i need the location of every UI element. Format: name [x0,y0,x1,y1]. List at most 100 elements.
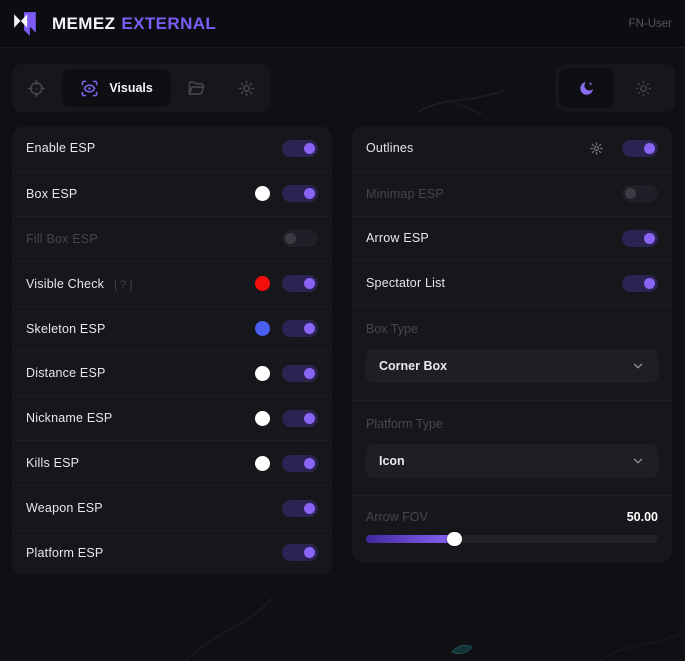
weapon-esp-toggle[interactable] [282,499,318,517]
tab-settings[interactable] [221,64,271,112]
esp-settings-panel: Enable ESP Box ESP Fill Box ESP Visible Che… [12,126,332,575]
tab-configs[interactable] [171,64,221,112]
slider-handle[interactable] [446,532,462,546]
setting-row-arrow-esp: Arrow ESP [352,215,672,261]
arrow-fov-value: 50.00 [626,510,658,524]
box-type-group: Box Type Corner Box [352,305,672,400]
gear-icon [238,80,255,96]
memez-logo-icon [14,11,36,36]
platform-type-label: Platform Type [366,417,443,431]
toggle-knob [285,233,296,245]
setting-row-spectator-list: Spectator List [352,260,672,305]
distance-esp-color-swatch[interactable] [255,365,270,381]
setting-row-skeleton-esp: Skeleton ESP [12,305,332,351]
setting-row-weapon-esp: Weapon ESP [12,485,332,530]
visible-check-color-swatch[interactable] [255,276,270,292]
toggle-knob [644,232,655,244]
nickname-esp-toggle[interactable] [282,409,318,427]
setting-label: Kills ESP [26,456,80,471]
setting-label: Distance ESP [26,366,106,381]
setting-label: Nickname ESP [26,411,113,426]
setting-label: Platform ESP [26,545,104,560]
moon-icon [579,82,593,95]
chevron-down-icon [631,359,645,373]
setting-row-minimap-esp: Minimap ESP [352,170,672,216]
setting-label: Skeleton ESP [26,321,106,336]
brand-name-accent: EXTERNAL [121,13,217,33]
toggle-knob [644,142,655,154]
spectator-list-toggle[interactable] [622,274,658,292]
tab-visuals[interactable]: Visuals [61,69,172,107]
box-type-label: Box Type [366,322,418,336]
setting-row-kills-esp: Kills ESP [12,440,332,485]
outlines-toggle[interactable] [622,139,658,157]
toolbar-tabs: Visuals [12,64,271,112]
visual-options-panel: Outlines Minimap ESP Arrow ESP Spectator Li… [352,126,672,563]
theme-toggle [555,64,675,112]
toggle-knob [304,323,315,334]
theme-light-button[interactable] [616,68,671,108]
setting-row-outlines: Outlines [352,126,672,171]
arrow-esp-toggle[interactable] [622,229,658,247]
setting-label: Fill Box ESP [26,231,98,246]
setting-row-enable-esp: Enable ESP [12,126,332,171]
setting-label: Weapon ESP [26,501,103,516]
visible-check-toggle[interactable] [282,275,318,293]
setting-label: Enable ESP [26,141,96,156]
arrow-fov-group: Arrow FOV 50.00 [352,495,672,546]
help-hint: [ ? ] [114,278,133,291]
distance-esp-toggle[interactable] [282,364,318,382]
nickname-esp-color-swatch[interactable] [255,410,270,426]
fill-box-esp-toggle[interactable] [282,230,318,248]
toggle-knob [304,502,315,514]
enable-esp-toggle[interactable] [282,139,318,157]
toggle-knob [304,412,315,424]
tab-aim[interactable] [12,64,62,112]
skeleton-esp-color-swatch[interactable] [255,321,270,336]
toggle-knob [625,188,636,200]
setting-row-platform-esp: Platform ESP [12,530,332,575]
platform-type-value: Icon [379,454,405,468]
setting-row-visible-check: Visible Check [ ? ] [12,260,332,306]
tab-visuals-label: Visuals [109,81,153,95]
toggle-knob [304,278,315,290]
sun-icon [635,80,652,96]
toggle-knob [304,142,315,154]
outlines-settings-gear-icon[interactable] [589,141,604,156]
brand-name: MEMEZ [52,13,116,33]
username-label: FN-User [628,17,672,30]
minimap-esp-toggle[interactable] [622,185,658,203]
box-type-value: Corner Box [379,359,448,373]
setting-label: Visible Check [26,276,105,291]
title-bar: MEMEZ EXTERNAL FN-User [0,0,685,48]
crosshair-icon [28,79,46,97]
box-esp-color-swatch[interactable] [255,186,270,202]
setting-label: Arrow ESP [366,231,429,246]
kills-esp-toggle[interactable] [282,454,318,472]
toggle-knob [644,277,655,289]
kills-esp-color-swatch[interactable] [255,455,270,471]
skeleton-esp-toggle[interactable] [282,320,318,337]
setting-label: Spectator List [366,276,446,291]
setting-row-nickname-esp: Nickname ESP [12,395,332,440]
setting-label: Box ESP [26,186,78,201]
box-esp-toggle[interactable] [282,185,318,203]
platform-type-select[interactable]: Icon [366,444,658,478]
arrow-fov-slider[interactable] [366,532,658,546]
platform-type-group: Platform Type Icon [352,400,672,495]
platform-esp-toggle[interactable] [282,544,318,562]
toggle-knob [304,367,315,379]
box-type-select[interactable]: Corner Box [366,349,658,383]
setting-label: Minimap ESP [366,186,444,201]
folder-icon [188,80,205,95]
eye-scan-icon [81,80,98,96]
slider-fill [366,535,454,543]
setting-row-distance-esp: Distance ESP [12,350,332,395]
setting-row-box-esp: Box ESP [12,170,332,216]
setting-row-fill-box-esp: Fill Box ESP [12,215,332,261]
toggle-knob [304,188,315,200]
toggle-knob [304,547,315,559]
theme-dark-button[interactable] [559,68,614,108]
app-title: MEMEZ EXTERNAL [52,14,216,34]
toggle-knob [304,457,315,469]
